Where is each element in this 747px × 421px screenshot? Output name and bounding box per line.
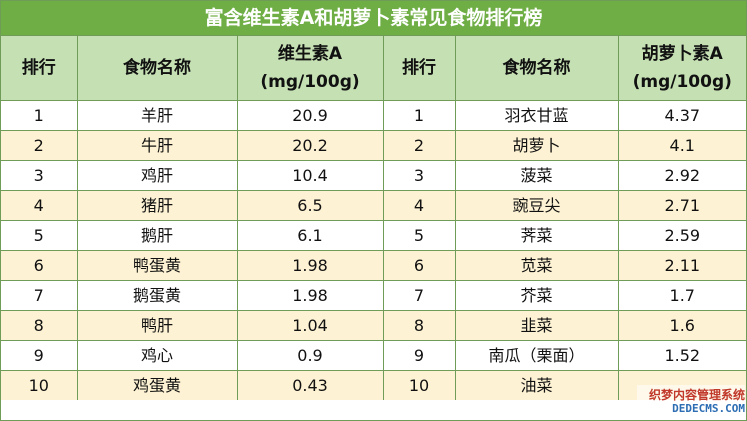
table-row: 2 牛肝 20.2 2 胡萝卜 4.1 bbox=[1, 130, 746, 161]
header-vitamin-a-value: 维生素A (mg/100g) bbox=[236, 36, 384, 101]
food-carotene-cell: 南瓜（栗面） bbox=[454, 340, 619, 371]
rank-vitamin-a-cell: 10 bbox=[1, 370, 78, 400]
vitamin-a-value-cell: 1.98 bbox=[236, 280, 384, 311]
header-vitamin-a-title: 维生素A bbox=[277, 44, 343, 64]
watermark-text-cn: 织梦内容管理系统 bbox=[648, 388, 745, 402]
ranking-table: 排行 食物名称 维生素A (mg/100g) 排行 食物名称 胡萝卜素A (mg… bbox=[1, 36, 746, 400]
carotene-value-cell: 1.6 bbox=[617, 310, 746, 341]
carotene-value-cell: 4.1 bbox=[617, 130, 746, 161]
rank-carotene-cell: 3 bbox=[382, 160, 456, 191]
vitamin-a-value-cell: 1.04 bbox=[236, 310, 384, 341]
header-carotene-title: 胡萝卜素A bbox=[641, 44, 723, 64]
food-carotene-cell: 苋菜 bbox=[454, 250, 619, 281]
rank-carotene-cell: 4 bbox=[382, 190, 456, 221]
vitamin-a-value-cell: 20.2 bbox=[236, 130, 384, 161]
vitamin-a-value-cell: 0.43 bbox=[236, 370, 384, 400]
food-vitamin-a-cell: 鸡心 bbox=[76, 340, 238, 371]
rank-vitamin-a-cell: 6 bbox=[1, 250, 78, 281]
carotene-value-cell: 2.59 bbox=[617, 220, 746, 251]
header-carotene-value: 胡萝卜素A (mg/100g) bbox=[617, 36, 746, 101]
rank-carotene-cell: 5 bbox=[382, 220, 456, 251]
vitamin-a-value-cell: 6.1 bbox=[236, 220, 384, 251]
watermark-text-en: DEDECMS.COM bbox=[672, 402, 745, 415]
table-row: 9 鸡心 0.9 9 南瓜（栗面） 1.52 bbox=[1, 340, 746, 371]
food-carotene-cell: 菠菜 bbox=[454, 160, 619, 191]
food-vitamin-a-cell: 猪肝 bbox=[76, 190, 238, 221]
vitamin-a-value-cell: 0.9 bbox=[236, 340, 384, 371]
watermark: 织梦内容管理系统 DEDECMS.COM bbox=[637, 385, 745, 419]
food-vitamin-a-cell: 羊肝 bbox=[76, 100, 238, 131]
food-vitamin-a-cell: 鸡肝 bbox=[76, 160, 238, 191]
rank-carotene-cell: 9 bbox=[382, 340, 456, 371]
rank-vitamin-a-cell: 5 bbox=[1, 220, 78, 251]
food-carotene-cell: 豌豆尖 bbox=[454, 190, 619, 221]
header-carotene-unit: (mg/100g) bbox=[632, 72, 732, 92]
food-vitamin-a-cell: 鸭肝 bbox=[76, 310, 238, 341]
food-vitamin-a-cell: 鹅肝 bbox=[76, 220, 238, 251]
header-row: 排行 食物名称 维生素A (mg/100g) 排行 食物名称 胡萝卜素A (mg… bbox=[1, 36, 746, 101]
rank-vitamin-a-cell: 7 bbox=[1, 280, 78, 311]
carotene-value-cell: 1.52 bbox=[617, 340, 746, 371]
header-food-vitamin-a: 食物名称 bbox=[76, 36, 238, 101]
vitamin-a-value-cell: 6.5 bbox=[236, 190, 384, 221]
food-carotene-cell: 胡萝卜 bbox=[454, 130, 619, 161]
table-row: 1 羊肝 20.9 1 羽衣甘蓝 4.37 bbox=[1, 100, 746, 131]
rank-carotene-cell: 1 bbox=[382, 100, 456, 131]
header-rank-carotene: 排行 bbox=[382, 36, 456, 101]
rank-vitamin-a-cell: 3 bbox=[1, 160, 78, 191]
carotene-value-cell: 4.37 bbox=[617, 100, 746, 131]
rank-carotene-cell: 2 bbox=[382, 130, 456, 161]
rank-vitamin-a-cell: 4 bbox=[1, 190, 78, 221]
table-row: 7 鹅蛋黄 1.98 7 芥菜 1.7 bbox=[1, 280, 746, 311]
vitamin-a-value-cell: 20.9 bbox=[236, 100, 384, 131]
food-carotene-cell: 荠菜 bbox=[454, 220, 619, 251]
header-rank-vitamin-a: 排行 bbox=[1, 36, 78, 101]
food-carotene-cell: 油菜 bbox=[454, 370, 619, 400]
food-vitamin-a-cell: 鸭蛋黄 bbox=[76, 250, 238, 281]
header-vitamin-a-unit: (mg/100g) bbox=[260, 72, 360, 92]
header-food-carotene: 食物名称 bbox=[454, 36, 619, 101]
food-carotene-cell: 芥菜 bbox=[454, 280, 619, 311]
carotene-value-cell: 2.92 bbox=[617, 160, 746, 191]
food-vitamin-a-cell: 牛肝 bbox=[76, 130, 238, 161]
rank-vitamin-a-cell: 9 bbox=[1, 340, 78, 371]
carotene-value-cell: 2.71 bbox=[617, 190, 746, 221]
table-row: 10 鸡蛋黄 0.43 10 油菜 bbox=[1, 370, 746, 400]
rank-carotene-cell: 8 bbox=[382, 310, 456, 341]
rank-carotene-cell: 6 bbox=[382, 250, 456, 281]
rank-carotene-cell: 7 bbox=[382, 280, 456, 311]
carotene-value-cell: 1.7 bbox=[617, 280, 746, 311]
food-carotene-cell: 韭菜 bbox=[454, 310, 619, 341]
carotene-value-cell: 2.11 bbox=[617, 250, 746, 281]
rank-vitamin-a-cell: 8 bbox=[1, 310, 78, 341]
rank-carotene-cell: 10 bbox=[382, 370, 456, 400]
table-title: 富含维生素A和胡萝卜素常见食物排行榜 bbox=[1, 1, 746, 36]
table-row: 4 猪肝 6.5 4 豌豆尖 2.71 bbox=[1, 190, 746, 221]
table-row: 5 鹅肝 6.1 5 荠菜 2.59 bbox=[1, 220, 746, 251]
table-row: 8 鸭肝 1.04 8 韭菜 1.6 bbox=[1, 310, 746, 341]
table-row: 3 鸡肝 10.4 3 菠菜 2.92 bbox=[1, 160, 746, 191]
food-vitamin-a-cell: 鸡蛋黄 bbox=[76, 370, 238, 400]
table-row: 6 鸭蛋黄 1.98 6 苋菜 2.11 bbox=[1, 250, 746, 281]
food-carotene-cell: 羽衣甘蓝 bbox=[454, 100, 619, 131]
vitamin-a-value-cell: 1.98 bbox=[236, 250, 384, 281]
rank-vitamin-a-cell: 2 bbox=[1, 130, 78, 161]
rank-vitamin-a-cell: 1 bbox=[1, 100, 78, 131]
food-vitamin-a-cell: 鹅蛋黄 bbox=[76, 280, 238, 311]
vitamin-a-value-cell: 10.4 bbox=[236, 160, 384, 191]
table-body: 1 羊肝 20.9 1 羽衣甘蓝 4.37 2 牛肝 20.2 2 胡萝卜 4.1 3 鸡肝 10.4 3 菠菜… bbox=[1, 100, 746, 400]
